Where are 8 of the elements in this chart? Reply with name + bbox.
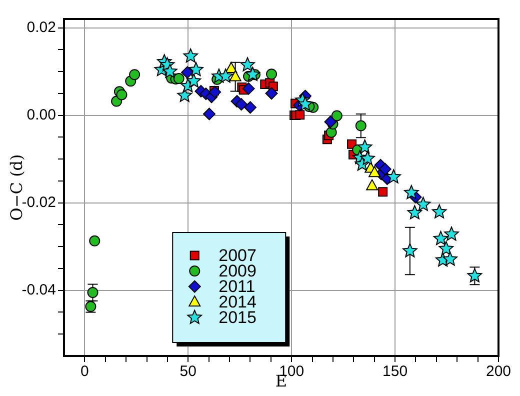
- x-tick-label: 150: [382, 363, 408, 380]
- x-tick-label: 0: [80, 363, 89, 380]
- x-tick-label: 50: [180, 363, 196, 380]
- y-tick-label: 0.02: [26, 18, 56, 36]
- y-tick-label: 0.00: [26, 106, 56, 124]
- y-tick-label: -0.04: [22, 281, 56, 298]
- y-tick-label: -0.02: [22, 194, 56, 211]
- x-tick-label: 200: [486, 363, 511, 380]
